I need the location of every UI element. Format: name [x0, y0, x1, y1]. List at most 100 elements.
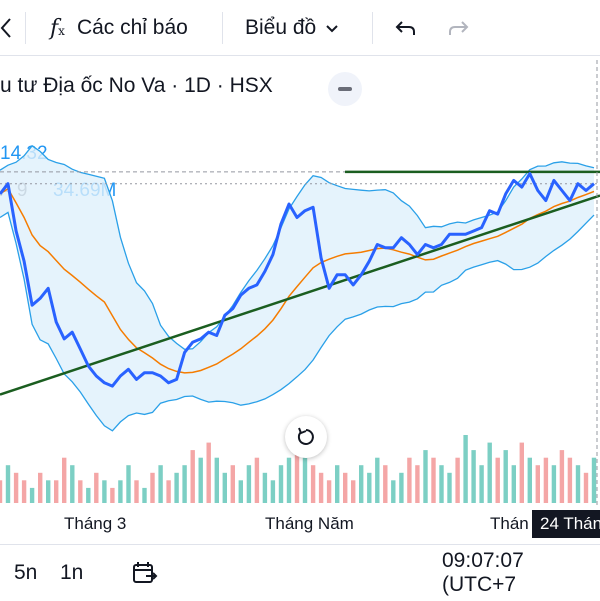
undo-button[interactable]: [394, 0, 416, 56]
x-axis-label: Tháng Năm: [265, 514, 354, 533]
volume-bar: [383, 465, 388, 503]
chevron-down-icon: [326, 20, 338, 36]
chart-type-dropdown[interactable]: Biểu đồ: [245, 0, 338, 56]
volume-bar: [326, 480, 332, 503]
indicators-button[interactable]: fx Các chỉ báo: [50, 0, 188, 56]
calendar-arrow-icon: [133, 562, 158, 583]
top-toolbar: fx Các chỉ báo Biểu đồ: [0, 0, 600, 56]
volume-bar: [150, 472, 155, 503]
volume-bar: [503, 450, 508, 503]
volume-bar: [310, 465, 316, 503]
date-range-button[interactable]: [132, 545, 158, 601]
volume-bar: [118, 480, 123, 503]
collapse-legend-button[interactable]: [328, 72, 362, 106]
volume-bar: [335, 465, 340, 503]
reset-icon: [297, 427, 314, 445]
volume-bar: [270, 480, 276, 503]
volume-bar: [262, 472, 268, 503]
bollinger-band-fill: [0, 145, 594, 431]
volume-bar: [222, 472, 227, 503]
volume-bar: [238, 480, 243, 503]
redo-button[interactable]: [448, 0, 470, 56]
volume-bar: [278, 465, 284, 503]
volume-bar: [439, 465, 444, 503]
volume-bar: [0, 480, 3, 503]
volume-bar: [102, 480, 107, 503]
volume-bar: [190, 450, 195, 503]
volume-bar: [343, 472, 348, 503]
price-line: [0, 172, 595, 388]
volume-bar: [86, 487, 91, 503]
volume-bar: [527, 457, 532, 503]
moving-average-line: [0, 187, 595, 374]
volume-bar: [126, 465, 131, 503]
symbol-title[interactable]: u tư Địa ốc No Va · 1D · HSX: [0, 74, 273, 97]
clock-timezone[interactable]: 09:07:07 (UTC+7: [442, 549, 524, 596]
volume-bar: [359, 465, 364, 503]
volume-bar: [583, 472, 589, 503]
volume-bar: [415, 465, 420, 503]
range-1m-button[interactable]: 1n: [60, 561, 84, 584]
volume-bar: [463, 435, 468, 503]
volume-bar: [407, 457, 412, 503]
volume-bar: [110, 487, 115, 503]
bottom-bar: 5n 1n 09:07:07 (UTC+7: [0, 544, 600, 600]
volume-bar: [142, 487, 147, 503]
minus-icon: [338, 87, 352, 91]
volume-bar: [166, 480, 171, 503]
volume-bar: [286, 457, 292, 503]
volume-bar: [423, 450, 428, 503]
volume-bar: [431, 457, 436, 503]
volume-bar: [5, 465, 11, 503]
toolbar-divider: [222, 12, 223, 44]
volume-bar: [230, 465, 235, 503]
volume-bar: [567, 457, 573, 503]
volume-bar: [94, 472, 99, 503]
x-axis-label: Thán: [490, 514, 529, 533]
volume-bar: [455, 457, 460, 503]
volume-bar: [214, 457, 219, 503]
volume-bar: [487, 442, 492, 503]
volume-bar: [391, 480, 396, 503]
volume-bar: [182, 465, 187, 503]
bollinger-lower-line: [0, 211, 595, 432]
volume-bar: [70, 465, 75, 503]
indicators-label: Các chỉ báo: [76, 16, 188, 39]
volume-bar: [246, 465, 252, 503]
volume-bar: [134, 480, 139, 503]
x-axis-label: Tháng 3: [64, 514, 127, 533]
volume-bar: [519, 442, 524, 503]
volume-bar: [447, 472, 452, 503]
volume-bar: [399, 472, 404, 503]
toolbar-divider: [25, 12, 26, 44]
volume-bar: [471, 450, 476, 503]
volume-bar: [46, 480, 51, 503]
volume-bar: [367, 472, 372, 503]
volume-bar: [591, 457, 597, 503]
range-5d-button[interactable]: 5n: [14, 561, 38, 584]
volume-bar: [174, 472, 179, 503]
volume-bar: [511, 465, 516, 503]
chevron-left-icon[interactable]: [0, 0, 12, 56]
volume-bar: [575, 465, 581, 503]
volume-bar: [535, 465, 540, 503]
volume-bar: [21, 480, 27, 503]
volume-bar: [375, 457, 380, 503]
volume-bar: [54, 480, 59, 503]
redo-icon: [449, 21, 469, 35]
volume-bar: [158, 465, 163, 503]
chart-type-label: Biểu đồ: [245, 16, 317, 39]
volume-bar: [351, 480, 356, 503]
volume-bar: [198, 457, 203, 503]
volume-bar: [206, 442, 211, 503]
volume-bar: [551, 465, 557, 503]
volume-bar: [294, 442, 300, 503]
volume-bar: [29, 487, 35, 503]
reset-chart-button[interactable]: [285, 416, 327, 458]
function-icon: fx: [50, 15, 65, 41]
volume-bar: [543, 457, 549, 503]
undo-icon: [395, 21, 415, 35]
volume-bar: [559, 450, 565, 503]
volume-bar: [318, 472, 324, 503]
